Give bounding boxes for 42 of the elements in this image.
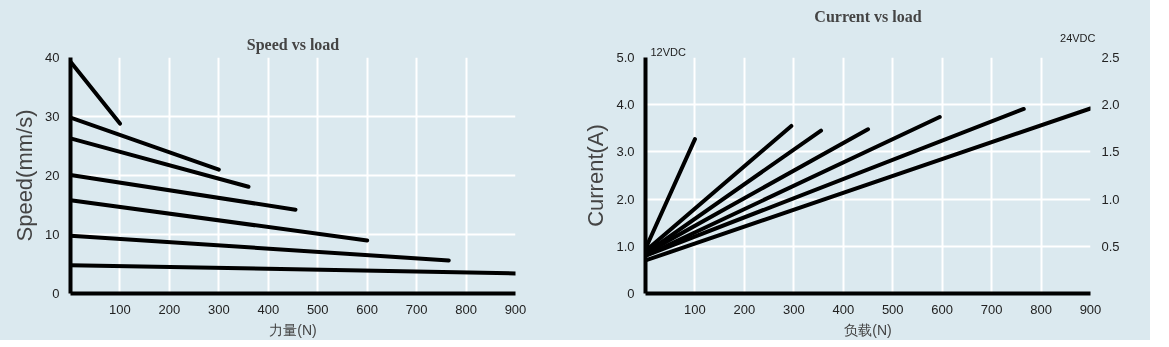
y-tick-label: 30 xyxy=(45,109,60,124)
y-tick-label: 40 xyxy=(45,50,60,65)
x-tick-label: 800 xyxy=(1030,301,1052,317)
x-tick-label: 500 xyxy=(306,301,329,317)
x-tick-label: 200 xyxy=(158,301,181,317)
y-tick-label: 10 xyxy=(45,227,60,242)
y-tick-label: 0 xyxy=(52,286,60,301)
y-tick-label: 1.0 xyxy=(616,238,635,254)
x-tick-label: 400 xyxy=(257,301,280,317)
x-tick-label: 700 xyxy=(980,301,1003,317)
x-tick-label: 500 xyxy=(881,301,904,317)
x-tick-label: 900 xyxy=(504,301,527,317)
x-axis-title: 力量(N) xyxy=(269,321,317,338)
x-tick-label: 200 xyxy=(733,301,756,317)
y-tick-label: 3.0 xyxy=(616,144,635,160)
y-tick-label: 20 xyxy=(45,168,60,183)
y2-tick-label: 0.5 xyxy=(1101,238,1120,254)
x-tick-label: 100 xyxy=(684,301,706,317)
y-axis-title: Current(A) xyxy=(583,124,609,227)
x-tick-label: 900 xyxy=(1079,301,1102,317)
chart-title: Speed vs load xyxy=(246,35,340,54)
x-tick-label: 300 xyxy=(207,301,230,317)
x-tick-label: 700 xyxy=(405,301,428,317)
y-tick-label: 5.0 xyxy=(616,50,635,65)
y-tick-label: 2.0 xyxy=(616,191,635,207)
y-axis-title: Speed(mm/s) xyxy=(12,109,38,242)
annotation: 12VDC xyxy=(650,45,687,58)
text: 24VDC xyxy=(1060,31,1096,44)
y-tick-label: 0 xyxy=(627,286,635,301)
chart-title: Current vs load xyxy=(814,7,922,25)
x-tick-label: 100 xyxy=(109,301,131,317)
x-tick-label: 600 xyxy=(931,301,954,317)
x-tick-label: 600 xyxy=(356,301,379,317)
x-tick-label: 300 xyxy=(782,301,805,317)
x-tick-label: 800 xyxy=(455,301,477,317)
x-axis-title: 负载(N) xyxy=(844,321,892,338)
x-tick-label: 400 xyxy=(832,301,855,317)
y-tick-label: 4.0 xyxy=(616,97,635,113)
y2-tick-label: 1.0 xyxy=(1101,191,1120,207)
y2-tick-label: 2.0 xyxy=(1101,97,1120,113)
y2-tick-label: 2.5 xyxy=(1101,50,1120,65)
y2-tick-label: 1.5 xyxy=(1101,144,1120,160)
